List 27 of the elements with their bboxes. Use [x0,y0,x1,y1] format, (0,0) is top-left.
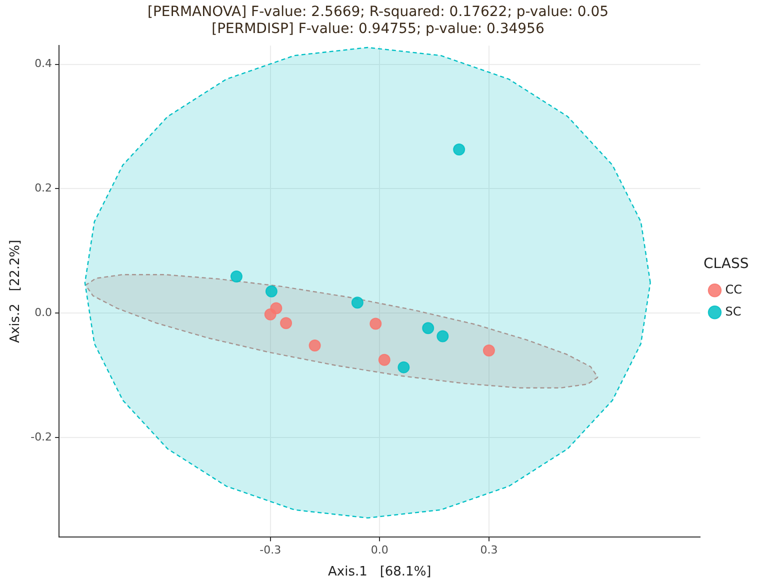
point [230,270,242,282]
y-tick-label: 0.2 [34,182,52,195]
legend-label: SC [725,304,742,319]
y-tick-label: 0.0 [34,306,52,320]
point [436,330,449,342]
x-tick-label: 0.3 [480,544,498,557]
point [370,318,382,330]
y-tick-label: 0.4 [34,57,52,70]
chart-title: [PERMANOVA] F-value: 2.5669; R-squared: 0.17622; p-value: 0.05 [147,4,609,20]
y-tick-label: -0.2 [30,430,52,444]
x-tick-label: -0.3 [260,544,282,557]
legend-label: CC [725,282,742,297]
x-axis-title: Axis.1 [68.1%] [328,564,432,580]
point [270,302,282,314]
point [280,317,292,330]
chart-subtitle: [PERMDISP] F-value: 0.94755; p-value: 0.34956 [212,20,544,37]
point [378,354,390,366]
point [308,340,321,352]
y-axis-title: Axis.2 [22.2%] [8,240,24,344]
point [453,144,466,156]
point [398,361,410,374]
x-tick-label: 0.0 [370,544,388,557]
point [422,322,434,334]
point [265,285,278,298]
legend-title: CLASS [703,256,749,272]
point [351,296,364,309]
point [482,344,495,357]
